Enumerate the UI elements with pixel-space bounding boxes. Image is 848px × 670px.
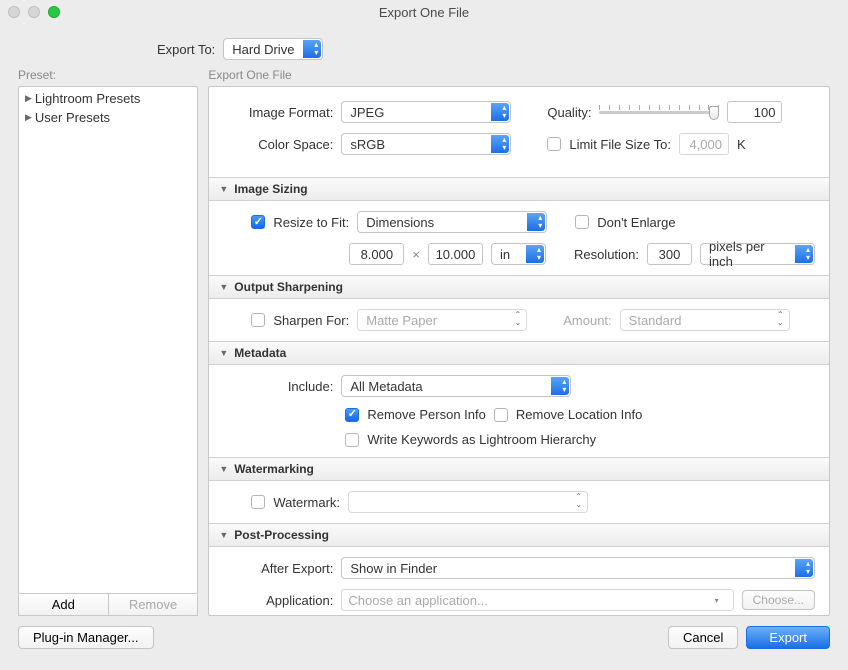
output-sharpening-header[interactable]: ▼Output Sharpening	[209, 276, 829, 299]
image-sizing-header[interactable]: ▼Image Sizing	[209, 178, 829, 201]
watermarking-header[interactable]: ▼Watermarking	[209, 458, 829, 481]
dont-enlarge-label: Don't Enlarge	[597, 215, 675, 230]
limit-file-size-label: Limit File Size To:	[569, 137, 671, 152]
sharpen-for-select: Matte Paper	[357, 309, 527, 331]
after-export-select[interactable]: Show in Finder	[341, 557, 815, 579]
limit-file-size-field: 4,000	[679, 133, 729, 155]
include-select[interactable]: All Metadata	[341, 375, 571, 397]
watermark-checkbox[interactable]	[251, 495, 265, 509]
main-label: Export One File	[208, 68, 830, 82]
include-label: Include:	[223, 379, 333, 394]
export-to-select[interactable]: Hard Drive	[223, 38, 323, 60]
dropdown-icon: ▾	[715, 596, 719, 605]
amount-label: Amount:	[563, 313, 611, 328]
disclosure-triangle-icon: ▶	[25, 93, 32, 104]
watermark-select	[348, 491, 588, 513]
preset-group-user[interactable]: ▶User Presets	[19, 108, 197, 127]
plugin-manager-button[interactable]: Plug-in Manager...	[18, 626, 154, 649]
choose-application-button: Choose...	[742, 590, 815, 610]
sharpen-for-label: Sharpen For:	[273, 313, 349, 328]
application-field: Choose an application... ▾	[341, 589, 733, 611]
sharpen-for-checkbox[interactable]	[251, 313, 265, 327]
size-unit-select[interactable]: in	[491, 243, 546, 265]
height-field[interactable]: 10.000	[428, 243, 483, 265]
write-keywords-label: Write Keywords as Lightroom Hierarchy	[367, 432, 596, 447]
remove-person-label: Remove Person Info	[367, 407, 486, 422]
remove-preset-button: Remove	[109, 594, 198, 615]
disclosure-down-icon: ▼	[219, 184, 228, 194]
disclosure-down-icon: ▼	[219, 464, 228, 474]
post-processing-header[interactable]: ▼Post-Processing	[209, 524, 829, 547]
resize-to-fit-checkbox[interactable]	[251, 215, 265, 229]
disclosure-down-icon: ▼	[219, 282, 228, 292]
resolution-field[interactable]: 300	[647, 243, 692, 265]
image-format-select[interactable]: JPEG	[341, 101, 511, 123]
resolution-label: Resolution:	[574, 247, 639, 262]
preset-group-lightroom[interactable]: ▶Lightroom Presets	[19, 89, 197, 108]
width-field[interactable]: 8.000	[349, 243, 404, 265]
remove-person-checkbox[interactable]	[345, 408, 359, 422]
after-export-label: After Export:	[223, 561, 333, 576]
disclosure-down-icon: ▼	[219, 348, 228, 358]
disclosure-triangle-icon: ▶	[25, 112, 32, 123]
resolution-unit-select[interactable]: pixels per inch	[700, 243, 815, 265]
watermark-label: Watermark:	[273, 495, 340, 510]
resize-mode-select[interactable]: Dimensions	[357, 211, 547, 233]
write-keywords-checkbox[interactable]	[345, 433, 359, 447]
limit-file-size-unit: K	[737, 137, 746, 152]
quality-slider[interactable]	[599, 102, 719, 122]
dont-enlarge-checkbox[interactable]	[575, 215, 589, 229]
quality-field[interactable]: 100	[727, 101, 782, 123]
cancel-button[interactable]: Cancel	[668, 626, 738, 649]
title-bar: Export One File	[0, 0, 848, 24]
metadata-header[interactable]: ▼Metadata	[209, 342, 829, 365]
amount-select: Standard	[620, 309, 790, 331]
application-label: Application:	[223, 593, 333, 608]
color-space-label: Color Space:	[223, 137, 333, 152]
times-icon: ×	[412, 247, 420, 262]
image-format-label: Image Format:	[223, 105, 333, 120]
color-space-select[interactable]: sRGB	[341, 133, 511, 155]
export-to-value: Hard Drive	[232, 42, 294, 57]
export-button[interactable]: Export	[746, 626, 830, 649]
preset-list: ▶Lightroom Presets ▶User Presets	[18, 86, 198, 594]
window-title: Export One File	[0, 5, 848, 20]
preset-label: Preset:	[18, 68, 198, 82]
add-preset-button[interactable]: Add	[19, 594, 109, 615]
limit-file-size-checkbox[interactable]	[547, 137, 561, 151]
resize-to-fit-label: Resize to Fit:	[273, 215, 349, 230]
remove-location-checkbox[interactable]	[494, 408, 508, 422]
export-to-label: Export To:	[157, 42, 215, 57]
remove-location-label: Remove Location Info	[516, 407, 642, 422]
quality-label: Quality:	[547, 105, 591, 120]
disclosure-down-icon: ▼	[219, 530, 228, 540]
